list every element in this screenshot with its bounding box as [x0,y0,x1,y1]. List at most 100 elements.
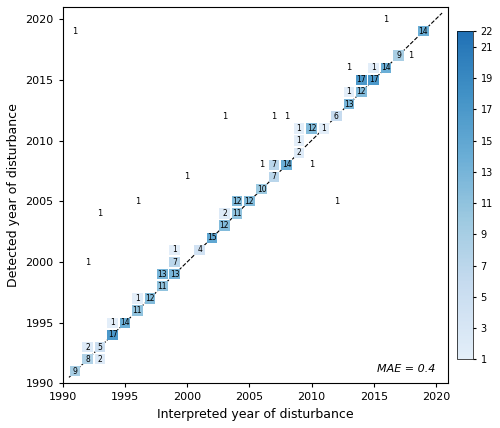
Text: 2: 2 [296,148,302,157]
FancyBboxPatch shape [219,208,230,219]
FancyBboxPatch shape [318,123,329,134]
FancyBboxPatch shape [381,62,392,73]
FancyBboxPatch shape [219,220,230,231]
Text: 5: 5 [98,342,102,351]
FancyBboxPatch shape [170,257,180,267]
FancyBboxPatch shape [170,269,180,279]
Text: 12: 12 [307,124,316,133]
FancyBboxPatch shape [331,111,342,122]
Text: 1: 1 [222,112,227,121]
FancyBboxPatch shape [368,62,379,73]
Text: 1: 1 [98,209,102,218]
Text: 12: 12 [356,87,366,96]
Text: 7: 7 [272,172,276,181]
FancyBboxPatch shape [206,232,218,243]
Text: 1: 1 [372,63,376,72]
Text: 10: 10 [257,184,266,193]
Text: 1: 1 [346,87,351,96]
Text: 14: 14 [418,27,428,36]
FancyBboxPatch shape [232,208,242,219]
Text: 17: 17 [356,75,366,84]
FancyBboxPatch shape [344,87,354,97]
Text: 1: 1 [259,160,264,169]
Text: 13: 13 [344,100,354,109]
FancyBboxPatch shape [82,354,93,364]
Text: 11: 11 [132,306,142,315]
Text: 2: 2 [86,342,90,351]
FancyBboxPatch shape [170,245,180,255]
Text: 12: 12 [220,221,229,230]
Text: 1: 1 [322,124,326,133]
FancyBboxPatch shape [356,74,366,85]
Text: 1: 1 [309,160,314,169]
FancyBboxPatch shape [132,306,142,316]
Text: 1: 1 [408,51,414,60]
FancyBboxPatch shape [269,172,280,182]
FancyBboxPatch shape [368,74,379,85]
FancyBboxPatch shape [256,184,267,194]
Text: 7: 7 [172,258,177,267]
FancyBboxPatch shape [418,26,428,36]
Text: 12: 12 [232,197,241,206]
Text: 1: 1 [135,294,140,303]
FancyBboxPatch shape [282,160,292,170]
Text: 1: 1 [135,197,140,206]
Text: 17: 17 [369,75,378,84]
Text: 2: 2 [98,355,102,364]
Text: 1: 1 [110,318,115,327]
Text: 1: 1 [272,112,277,121]
Text: 4: 4 [197,245,202,254]
FancyBboxPatch shape [107,330,118,340]
FancyBboxPatch shape [120,318,130,328]
Text: 1: 1 [384,15,389,24]
Text: 11: 11 [232,209,241,218]
FancyBboxPatch shape [306,123,317,134]
FancyBboxPatch shape [144,293,155,303]
Text: 7: 7 [272,160,276,169]
Text: 17: 17 [108,330,118,339]
Text: 13: 13 [158,270,167,279]
Text: 1: 1 [284,112,290,121]
Text: 11: 11 [158,282,167,291]
Text: 1: 1 [296,136,302,145]
Text: 8: 8 [86,355,90,364]
Text: 9: 9 [73,367,78,376]
FancyBboxPatch shape [157,269,168,279]
FancyBboxPatch shape [194,245,205,255]
FancyBboxPatch shape [394,51,404,61]
FancyBboxPatch shape [132,293,142,303]
Text: 14: 14 [382,63,391,72]
FancyBboxPatch shape [344,99,354,109]
FancyBboxPatch shape [294,123,304,134]
FancyBboxPatch shape [95,354,106,364]
Text: 1: 1 [346,63,352,72]
Text: 15: 15 [207,233,217,242]
Text: 12: 12 [145,294,154,303]
Text: 2: 2 [222,209,227,218]
Text: MAE = 0.4: MAE = 0.4 [378,364,436,374]
FancyBboxPatch shape [82,342,93,352]
FancyBboxPatch shape [232,196,242,206]
Text: 1: 1 [334,197,339,206]
FancyBboxPatch shape [157,281,168,291]
Text: 1: 1 [296,124,302,133]
FancyBboxPatch shape [70,366,80,377]
Text: 14: 14 [120,318,130,327]
Text: 14: 14 [282,160,292,169]
Text: 1: 1 [72,27,78,36]
Text: 1: 1 [172,245,177,254]
FancyBboxPatch shape [356,87,366,97]
FancyBboxPatch shape [294,148,304,158]
Text: 13: 13 [170,270,179,279]
X-axis label: Interpreted year of disturbance: Interpreted year of disturbance [157,408,354,421]
FancyBboxPatch shape [294,135,304,146]
FancyBboxPatch shape [244,196,254,206]
Text: 6: 6 [334,112,339,121]
FancyBboxPatch shape [269,160,280,170]
Text: 1: 1 [184,172,190,181]
FancyBboxPatch shape [107,318,118,328]
Text: 9: 9 [396,51,401,60]
FancyBboxPatch shape [95,342,106,352]
Text: 1: 1 [85,258,90,267]
Y-axis label: Detected year of disturbance: Detected year of disturbance [7,103,20,287]
